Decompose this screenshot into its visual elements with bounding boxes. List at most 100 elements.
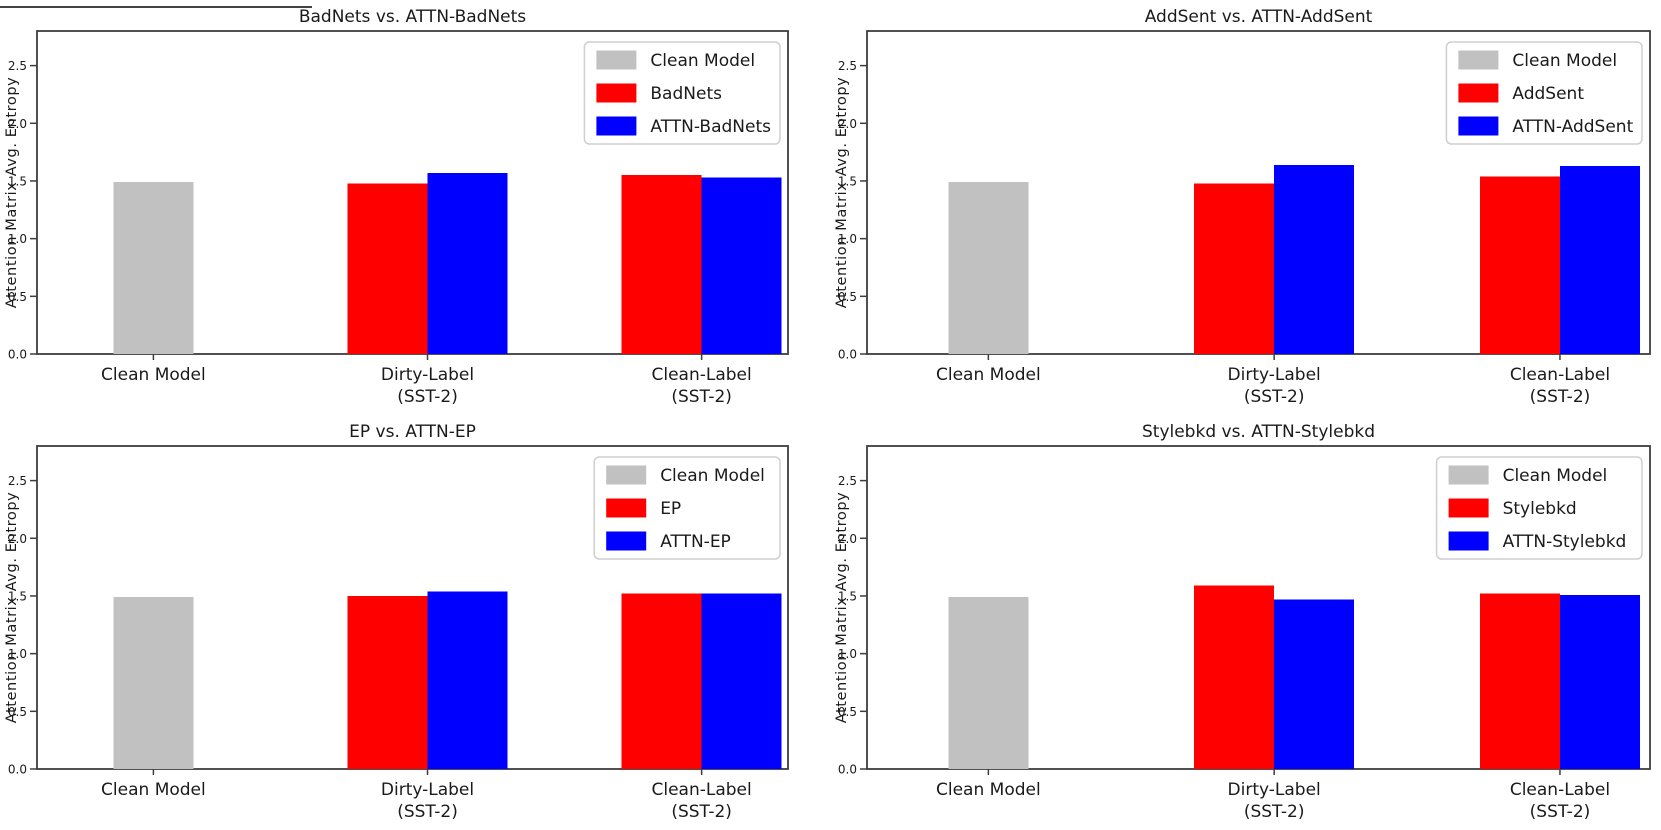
y-tick-label: 0.0 (8, 763, 27, 777)
y-tick-label: 1.5 (8, 174, 27, 188)
x-tick-label: Clean Model (101, 780, 206, 800)
y-tick-label: 0.0 (838, 348, 857, 362)
legend-label: ATTN-BadNets (650, 117, 771, 137)
chart-panel-badnets: BadNets vs. ATTN-BadNets Attention Matrix… (0, 0, 831, 415)
y-axis-label: Attention Matrix Avg. Entropy (4, 77, 20, 309)
x-tick-label: Dirty-Label (1228, 365, 1321, 385)
legend-label: ATTN-Stylebkd (1503, 532, 1627, 552)
legend: Clean Model Stylebkd ATTN-Stylebkd (1435, 456, 1643, 560)
legend-label: EP (660, 499, 681, 519)
chart-2: AddSent vs. ATTN-AddSent Attention Matrix… (834, 7, 1651, 407)
bar-addsent-cat2 (1479, 176, 1560, 354)
bar-ep-cat1 (347, 595, 428, 769)
x-tick-label: Clean Model (936, 780, 1041, 800)
legend-label: Clean Model (1512, 51, 1617, 71)
y-tick-label: 1.5 (838, 174, 857, 188)
bar-attn-ep-cat1 (427, 591, 508, 769)
bar-attn-addsent-cat2 (1559, 165, 1640, 354)
chart-1: BadNets vs. ATTN-BadNets Attention Matrix… (4, 7, 789, 407)
x-tick-label: (SST-2) (1530, 802, 1591, 822)
y-tick-label: 2.0 (8, 117, 27, 131)
x-tick-label: Clean-Label (652, 780, 752, 800)
y-tick-label: 1.0 (8, 647, 27, 661)
y-tick-label: 0.5 (8, 290, 27, 304)
y-tick-label: 2.0 (838, 117, 857, 131)
bar-stylebkd-cat1 (1194, 585, 1275, 769)
x-tick-label: (SST-2) (1244, 802, 1305, 822)
y-tick-label: 0.5 (8, 705, 27, 719)
y-tick-label: 0.5 (838, 290, 857, 304)
x-tick-label: Clean Model (101, 365, 206, 385)
bar-clean-model-cat0 (113, 182, 194, 354)
legend-swatch-badnets (596, 83, 637, 103)
y-tick-label: 2.5 (8, 59, 27, 73)
bar-attn-stylebkd-cat1 (1274, 599, 1355, 769)
legend-swatch-attn-badnets (596, 116, 637, 136)
x-tick-label: (SST-2) (1530, 387, 1591, 407)
legend-swatch-clean-model (606, 465, 647, 485)
legend-swatch-attn-addsent (1458, 116, 1499, 136)
bar-addsent-cat1 (1194, 183, 1275, 354)
legend-swatch-clean-model (1458, 50, 1499, 70)
legend-swatch-clean-model (596, 50, 637, 70)
y-tick-label: 2.0 (838, 532, 857, 546)
y-tick-label: 2.0 (8, 532, 27, 546)
bar-attn-badnets-cat1 (427, 172, 508, 354)
y-axis-label: Attention Matrix Avg. Entropy (834, 77, 850, 309)
y-tick-label: 0.0 (8, 348, 27, 362)
y-tick-label: 1.5 (8, 589, 27, 603)
y-tick-label: 1.5 (838, 589, 857, 603)
y-axis-label: Attention Matrix Avg. Entropy (4, 492, 20, 724)
legend-swatch-attn-stylebkd (1448, 531, 1489, 551)
chart-title: BadNets vs. ATTN-BadNets (299, 7, 526, 27)
legend-label: AddSent (1512, 84, 1584, 104)
bar-attn-badnets-cat2 (701, 177, 782, 354)
y-tick-label: 1.0 (838, 647, 857, 661)
x-tick-label: (SST-2) (671, 802, 732, 822)
bar-attn-stylebkd-cat2 (1559, 594, 1640, 769)
x-tick-label: (SST-2) (1244, 387, 1305, 407)
chart-panel-stylebkd: Stylebkd vs. ATTN-Stylebkd Attention Matr… (830, 415, 1661, 830)
legend-swatch-stylebkd (1448, 498, 1489, 518)
y-tick-label: 0.0 (838, 763, 857, 777)
x-tick-label: Dirty-Label (381, 365, 474, 385)
x-tick-label: Clean Model (936, 365, 1041, 385)
legend: Clean Model BadNets ATTN-BadNets (583, 41, 781, 145)
chart-panel-addsent: AddSent vs. ATTN-AddSent Attention Matrix… (830, 0, 1661, 415)
bar-attn-addsent-cat1 (1274, 164, 1355, 354)
bar-badnets-cat1 (347, 183, 428, 354)
legend-label: ATTN-EP (660, 532, 731, 552)
x-tick-label: Clean-Label (1510, 365, 1610, 385)
y-tick-label: 1.0 (8, 232, 27, 246)
y-tick-label: 0.5 (838, 705, 857, 719)
y-axis-label: Attention Matrix Avg. Entropy (834, 492, 850, 724)
x-tick-label: (SST-2) (671, 387, 732, 407)
top-edge-artifact-line (0, 6, 312, 8)
legend-swatch-addsent (1458, 83, 1499, 103)
x-tick-label: Clean-Label (1510, 780, 1610, 800)
x-tick-label: Clean-Label (652, 365, 752, 385)
bar-badnets-cat2 (621, 175, 702, 354)
bar-clean-model-cat0 (113, 597, 194, 769)
legend-swatch-ep (606, 498, 647, 518)
y-tick-label: 2.5 (838, 59, 857, 73)
legend-label: Stylebkd (1503, 499, 1577, 519)
bar-stylebkd-cat2 (1479, 593, 1560, 769)
chart-3: EP vs. ATTN-EP Attention Matrix Avg. Entr… (4, 422, 789, 822)
x-tick-label: Dirty-Label (1228, 780, 1321, 800)
legend: Clean Model EP ATTN-EP (593, 456, 781, 560)
bar-clean-model-cat0 (948, 597, 1029, 769)
legend-label: Clean Model (650, 51, 755, 71)
chart-title: Stylebkd vs. ATTN-Stylebkd (1142, 422, 1375, 442)
x-tick-label: Dirty-Label (381, 780, 474, 800)
chart-title: AddSent vs. ATTN-AddSent (1145, 7, 1373, 27)
chart-title: EP vs. ATTN-EP (349, 422, 476, 442)
bar-ep-cat2 (621, 593, 702, 769)
legend-swatch-clean-model (1448, 465, 1489, 485)
legend-swatch-attn-ep (606, 531, 647, 551)
legend-label: BadNets (650, 84, 722, 104)
legend-label: Clean Model (1503, 466, 1608, 486)
x-tick-label: (SST-2) (397, 387, 458, 407)
x-tick-label: (SST-2) (397, 802, 458, 822)
